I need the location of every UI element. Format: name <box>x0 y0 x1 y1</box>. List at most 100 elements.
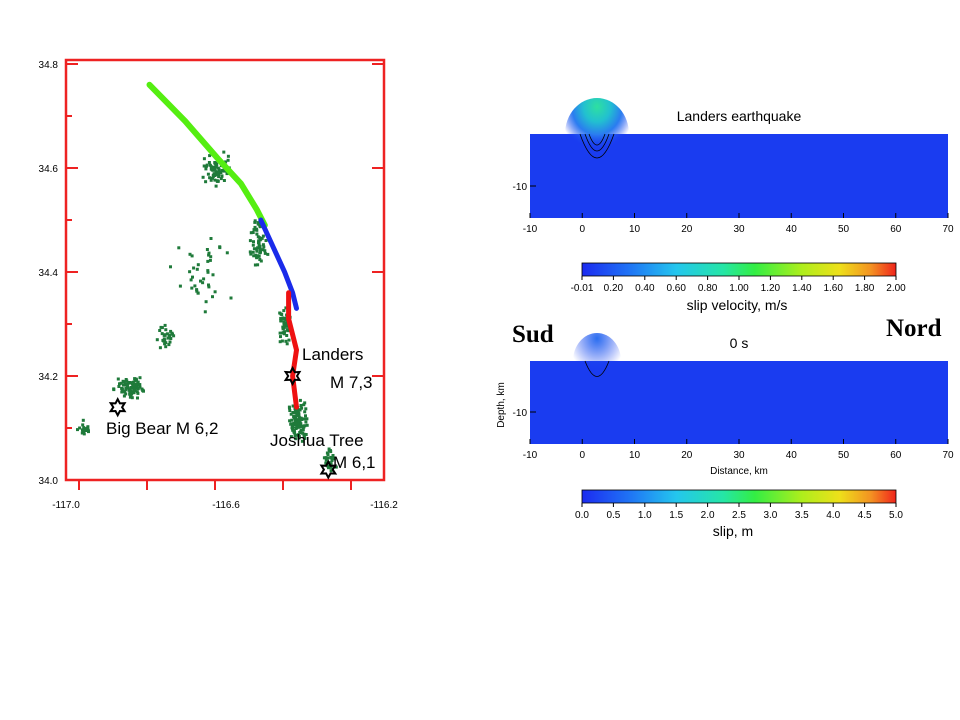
earthquake-point <box>135 385 139 389</box>
earthquake-point <box>304 433 308 436</box>
earthquake-point <box>163 338 167 342</box>
earthquake-point <box>291 404 295 408</box>
panel-xtick: 60 <box>890 224 902 235</box>
slip-panel: -10 Depth, km -10 0 10 20 30 40 50 60 70 Distanc… <box>496 333 954 477</box>
earthquake-point <box>296 411 300 415</box>
earthquake-point <box>142 389 145 393</box>
colorbar-tick: 2.0 <box>701 510 715 521</box>
earthquake-point <box>251 231 255 234</box>
panel-xtick: 40 <box>786 450 798 461</box>
velocity-contours <box>579 133 615 159</box>
earthquake-point <box>158 346 162 350</box>
earthquake-point <box>302 403 306 407</box>
earthquake-point <box>282 332 286 336</box>
earthquake-point <box>261 248 265 252</box>
earthquake-point <box>302 417 306 421</box>
panel-xtick: 20 <box>681 450 693 461</box>
earthquake-point <box>205 248 209 251</box>
earthquake-point <box>86 426 89 430</box>
earthquake-point <box>82 432 86 436</box>
earthquake-point <box>258 247 262 251</box>
earthquake-point <box>251 250 255 254</box>
earthquake-point <box>284 318 288 322</box>
earthquake-point <box>208 258 212 262</box>
earthquake-point <box>82 426 86 430</box>
colorbar-tick: 4.5 <box>858 510 872 521</box>
earthquake-point <box>251 243 255 247</box>
earthquake-point <box>257 240 261 244</box>
south-direction-label: Sud <box>512 321 554 348</box>
earthquake-point <box>329 450 333 454</box>
earthquake-point <box>256 255 260 259</box>
slip-contour <box>584 360 610 377</box>
earthquake-point <box>331 454 335 457</box>
earthquake-point <box>253 225 257 229</box>
earthquake-point <box>193 284 197 288</box>
earthquake-point <box>224 160 228 164</box>
earthquake-point <box>117 385 121 388</box>
earthquake-point <box>282 309 286 313</box>
earthquake-point <box>201 281 205 285</box>
earthquake-point <box>213 167 217 171</box>
earthquake-point <box>278 340 282 344</box>
earthquake-point <box>160 332 164 336</box>
earthquake-point <box>120 387 124 391</box>
earthquake-point <box>164 341 168 345</box>
panel-xtick: 0 <box>579 224 585 235</box>
earthquake-point <box>81 418 85 422</box>
earthquake-point <box>291 411 295 414</box>
earthquake-point <box>329 465 333 469</box>
panel-xtick: 20 <box>681 224 693 235</box>
velocity-x-ticks: -10 0 10 20 30 40 50 60 70 <box>523 213 954 235</box>
earthquake-point <box>262 245 266 249</box>
earthquake-point <box>299 425 303 429</box>
panel-xtick: 70 <box>942 224 954 235</box>
earthquake-point <box>301 428 305 432</box>
earthquake-point <box>256 263 260 267</box>
panel-xtick: 60 <box>890 450 902 461</box>
earthquake-point <box>334 465 338 469</box>
rupture-segment <box>146 81 268 229</box>
earthquake-point <box>252 247 256 251</box>
panel-title: Landers earthquake <box>677 108 802 124</box>
earthquake-point <box>325 451 329 455</box>
slip-ylabel: Depth, km <box>496 382 507 428</box>
earthquake-point <box>280 339 284 343</box>
earthquake-point <box>261 234 265 238</box>
earthquake-point <box>204 167 208 171</box>
earthquake-point <box>215 179 219 183</box>
earthquake-point <box>279 319 283 323</box>
earthquake-point <box>132 383 136 387</box>
map-x-tick-marks <box>78 480 352 490</box>
colorbar-tick: 0.80 <box>698 283 718 294</box>
earthquake-point <box>298 416 302 420</box>
colorbar-tick: 3.5 <box>795 510 809 521</box>
slip-colorbar-strip <box>581 489 897 504</box>
earthquake-point <box>324 458 328 462</box>
earthquake-point <box>129 386 133 389</box>
earthquake-point <box>206 172 210 176</box>
earthquake-point <box>285 334 289 337</box>
earthquake-point <box>211 173 215 177</box>
velocity-colorbar-ticks: -0.01 0.20 0.40 0.60 0.80 1.00 1.20 1.40 1.60 1.8… <box>571 276 906 294</box>
earthquake-point <box>222 179 226 182</box>
panel-xtick: 30 <box>733 224 745 235</box>
time-label: 0 s <box>730 335 749 351</box>
map-frame <box>64 58 386 482</box>
earthquake-point <box>217 168 221 172</box>
colorbar-tick: 4.0 <box>826 510 840 521</box>
colorbar-tick: 1.5 <box>669 510 683 521</box>
earthquake-point <box>264 239 268 242</box>
earthquake-point <box>217 170 220 174</box>
earthquake-point <box>303 401 307 405</box>
earthquake-point <box>289 435 293 439</box>
earthquake-point <box>167 343 171 347</box>
earthquake-point <box>291 423 294 427</box>
map-ytick: 34.0 <box>39 476 59 487</box>
earthquake-point <box>329 462 333 466</box>
earthquake-point <box>305 423 309 427</box>
earthquake-point <box>169 329 173 333</box>
earthquake-point <box>207 161 211 164</box>
earthquake-point <box>201 175 205 179</box>
panel-xtick: 40 <box>786 224 798 235</box>
